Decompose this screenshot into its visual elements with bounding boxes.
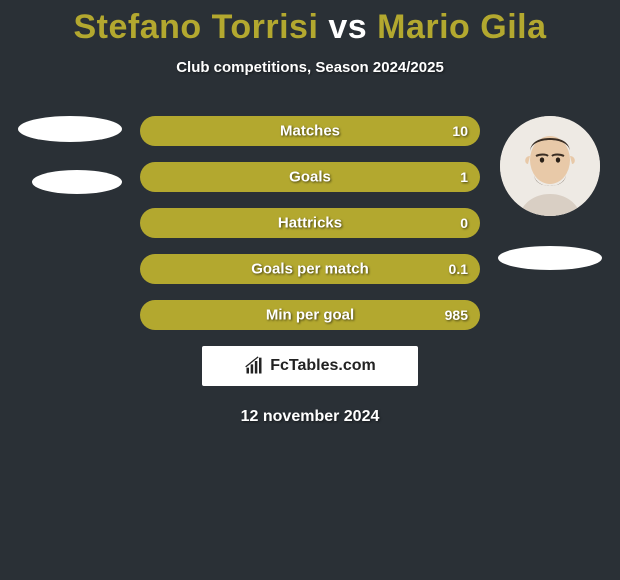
stat-right-value: 0.1: [449, 261, 468, 277]
player2-name: Mario Gila: [377, 8, 546, 46]
subtitle: Club competitions, Season 2024/2025: [0, 59, 620, 76]
right-player-club-placeholder: [498, 246, 602, 270]
stat-row-matches: Matches 10: [140, 116, 480, 146]
stat-right-value: 1: [460, 169, 468, 185]
chart-icon: [244, 356, 264, 376]
stat-label: Matches: [280, 123, 340, 140]
left-player-column: [10, 116, 130, 194]
stat-row-goals: Goals 1: [140, 162, 480, 192]
right-player-column: [490, 116, 610, 270]
stat-label: Goals: [289, 169, 331, 186]
stat-bars: Matches 10 Goals 1 Hattricks 0 Goals per…: [140, 116, 480, 330]
page-title: Stefano Torrisi vs Mario Gila: [0, 0, 620, 47]
left-player-photo-placeholder: [18, 116, 122, 142]
stat-right-value: 10: [452, 123, 468, 139]
watermark: FcTables.com: [202, 346, 418, 386]
player1-name: Stefano Torrisi: [73, 8, 318, 46]
stats-area: Matches 10 Goals 1 Hattricks 0 Goals per…: [0, 116, 620, 330]
watermark-text: FcTables.com: [270, 357, 376, 375]
stat-label: Hattricks: [278, 215, 342, 232]
avatar-icon: [500, 116, 600, 216]
vs-text: vs: [328, 8, 367, 46]
right-player-photo: [500, 116, 600, 216]
stat-row-min-per-goal: Min per goal 985: [140, 300, 480, 330]
left-player-club-placeholder: [32, 170, 122, 194]
date: 12 november 2024: [0, 408, 620, 426]
stat-right-value: 985: [445, 307, 468, 323]
stat-right-value: 0: [460, 215, 468, 231]
stat-row-goals-per-match: Goals per match 0.1: [140, 254, 480, 284]
stat-row-hattricks: Hattricks 0: [140, 208, 480, 238]
stat-label: Min per goal: [266, 307, 354, 324]
stat-label: Goals per match: [251, 261, 369, 278]
